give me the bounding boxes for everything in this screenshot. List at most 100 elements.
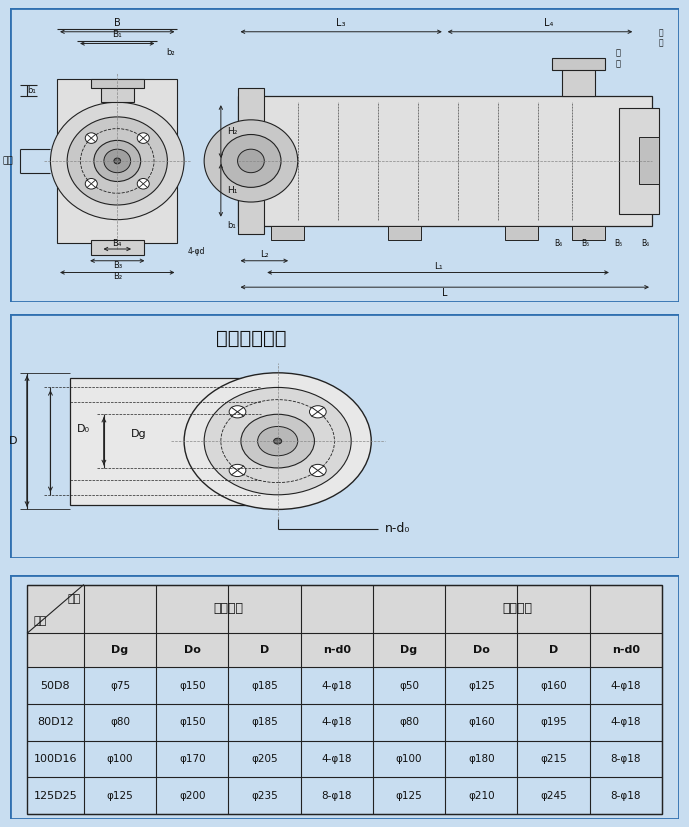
Bar	[57, 79, 178, 243]
Text: 出
水: 出 水	[659, 28, 664, 47]
Bar	[238, 97, 652, 226]
Bar	[27, 585, 662, 633]
Text: Dg: Dg	[400, 645, 418, 655]
Circle shape	[137, 179, 150, 189]
Text: φ75: φ75	[110, 681, 130, 691]
Text: 4-φ18: 4-φ18	[610, 681, 641, 691]
Circle shape	[258, 427, 298, 456]
Text: 吸入吐出法兰: 吸入吐出法兰	[216, 329, 286, 348]
Text: H₁: H₁	[227, 186, 238, 195]
Text: 出
水: 出 水	[615, 49, 620, 68]
Circle shape	[221, 135, 281, 188]
Text: φ80: φ80	[110, 717, 130, 728]
Bar	[505, 226, 538, 240]
Text: 80D12: 80D12	[37, 717, 74, 728]
Text: φ235: φ235	[251, 791, 278, 801]
Text: 吐出法兰: 吐出法兰	[502, 602, 533, 615]
Text: 吸入法兰: 吸入法兰	[214, 602, 243, 615]
Text: φ215: φ215	[540, 754, 567, 764]
Text: φ150: φ150	[179, 717, 205, 728]
Bar	[271, 226, 305, 240]
Bar	[619, 108, 659, 214]
Text: B₆: B₆	[554, 239, 562, 247]
Bar	[238, 88, 265, 234]
Bar	[27, 633, 662, 667]
Text: b₂: b₂	[167, 48, 175, 57]
Text: 尺寸: 尺寸	[34, 616, 47, 626]
Circle shape	[229, 406, 246, 418]
Text: 125D25: 125D25	[34, 791, 77, 801]
Bar	[90, 240, 144, 255]
Text: φ80: φ80	[399, 717, 419, 728]
Text: Do: Do	[184, 645, 200, 655]
Circle shape	[274, 438, 282, 444]
Text: φ245: φ245	[540, 791, 567, 801]
Text: φ185: φ185	[251, 717, 278, 728]
Text: φ185: φ185	[251, 681, 278, 691]
Circle shape	[114, 158, 121, 164]
Text: b₁: b₁	[27, 86, 36, 95]
Circle shape	[204, 387, 351, 495]
Circle shape	[204, 120, 298, 202]
Circle shape	[104, 149, 131, 173]
Circle shape	[309, 464, 326, 476]
Text: L₂: L₂	[260, 251, 269, 260]
Text: φ125: φ125	[468, 681, 495, 691]
Text: Dg: Dg	[131, 429, 146, 439]
Text: B₁: B₁	[112, 31, 122, 39]
Circle shape	[137, 133, 150, 143]
Bar	[572, 226, 605, 240]
Text: L: L	[442, 288, 447, 298]
Text: Do: Do	[473, 645, 490, 655]
Bar	[90, 79, 144, 88]
Text: φ100: φ100	[107, 754, 133, 764]
Text: 4-φd: 4-φd	[187, 247, 205, 256]
Text: B₅: B₅	[581, 239, 589, 247]
Circle shape	[241, 414, 314, 468]
Text: φ200: φ200	[179, 791, 205, 801]
Text: n-d0: n-d0	[322, 645, 351, 655]
Circle shape	[67, 117, 167, 205]
Bar	[552, 58, 605, 70]
Text: 8-φ18: 8-φ18	[610, 754, 641, 764]
Text: n-d0: n-d0	[612, 645, 640, 655]
Text: B₅: B₅	[615, 239, 623, 247]
Text: D: D	[8, 436, 17, 446]
Text: φ210: φ210	[468, 791, 495, 801]
Text: L₄: L₄	[544, 18, 553, 28]
Circle shape	[85, 179, 97, 189]
Text: φ160: φ160	[540, 681, 567, 691]
Text: B₄: B₄	[112, 239, 122, 247]
Text: 4-φ18: 4-φ18	[610, 717, 641, 728]
Text: 型号: 型号	[68, 595, 81, 605]
Circle shape	[85, 133, 97, 143]
Text: B: B	[114, 18, 121, 28]
Circle shape	[184, 373, 371, 509]
Bar	[639, 137, 659, 184]
Text: φ125: φ125	[395, 791, 422, 801]
Text: D: D	[549, 645, 558, 655]
Text: 进水: 进水	[3, 156, 14, 165]
Bar	[101, 84, 134, 103]
Text: 100D16: 100D16	[34, 754, 77, 764]
Text: φ100: φ100	[395, 754, 422, 764]
Text: 8-φ18: 8-φ18	[610, 791, 641, 801]
Text: L₃: L₃	[336, 18, 346, 28]
Text: φ170: φ170	[179, 754, 205, 764]
Text: φ50: φ50	[399, 681, 419, 691]
Text: L₁: L₁	[434, 262, 442, 271]
Circle shape	[94, 141, 141, 181]
Text: Dg: Dg	[112, 645, 129, 655]
Bar	[388, 226, 422, 240]
Circle shape	[238, 149, 265, 173]
Text: φ180: φ180	[468, 754, 495, 764]
Text: 50D8: 50D8	[41, 681, 70, 691]
Text: φ150: φ150	[179, 681, 205, 691]
Text: B₆: B₆	[641, 239, 649, 247]
Text: 4-φ18: 4-φ18	[322, 717, 352, 728]
Text: φ205: φ205	[251, 754, 278, 764]
Circle shape	[50, 103, 184, 220]
Text: 4-φ18: 4-φ18	[322, 681, 352, 691]
Circle shape	[229, 464, 246, 476]
Text: φ195: φ195	[540, 717, 567, 728]
